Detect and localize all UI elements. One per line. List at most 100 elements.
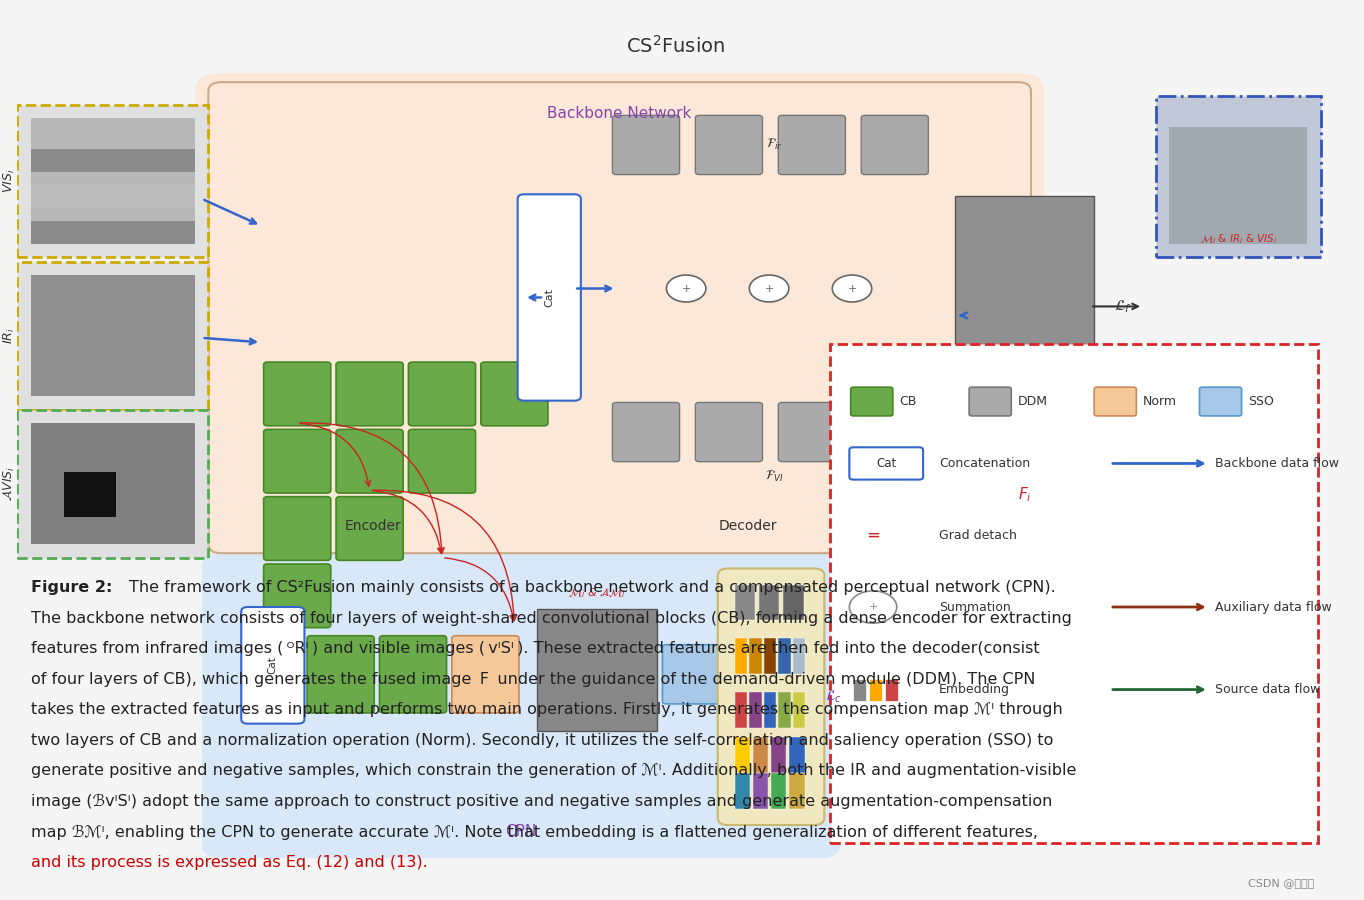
Text: Concatenation: Concatenation [938, 457, 1030, 470]
Text: of four layers of CB), which generates the fused image  F  under the guidance of: of four layers of CB), which generates t… [30, 671, 1035, 687]
FancyBboxPatch shape [451, 635, 518, 713]
Text: Decoder: Decoder [719, 519, 777, 534]
Text: image (ℬᴠᴵSᴵ) adopt the same approach to construct positive and negative samples: image (ℬᴠᴵSᴵ) adopt the same approach to… [30, 794, 1052, 809]
Text: Summation: Summation [938, 600, 1011, 614]
FancyBboxPatch shape [861, 402, 929, 462]
Text: $\mathcal{A}VIS_i$: $\mathcal{A}VIS_i$ [1, 466, 18, 501]
FancyBboxPatch shape [771, 737, 787, 773]
FancyBboxPatch shape [749, 638, 761, 674]
Circle shape [749, 275, 788, 302]
FancyBboxPatch shape [408, 429, 476, 493]
FancyBboxPatch shape [263, 564, 330, 627]
Text: +: + [847, 284, 857, 293]
FancyBboxPatch shape [379, 635, 446, 713]
FancyBboxPatch shape [854, 679, 866, 701]
Text: DDM: DDM [1018, 395, 1048, 408]
FancyBboxPatch shape [1199, 387, 1241, 416]
FancyBboxPatch shape [18, 262, 209, 410]
FancyBboxPatch shape [955, 196, 1094, 471]
Text: $F_i$: $F_i$ [1018, 485, 1031, 504]
FancyBboxPatch shape [696, 402, 762, 462]
FancyBboxPatch shape [518, 194, 581, 400]
Circle shape [667, 275, 707, 302]
Text: +: + [764, 284, 773, 293]
FancyBboxPatch shape [408, 362, 476, 426]
Text: Cat: Cat [876, 457, 896, 470]
Text: SSO: SSO [1248, 395, 1274, 408]
FancyBboxPatch shape [885, 679, 898, 701]
FancyBboxPatch shape [861, 115, 929, 175]
Text: Figure 2:: Figure 2: [30, 580, 117, 595]
FancyBboxPatch shape [307, 635, 374, 713]
Text: Source data flow: Source data flow [1215, 683, 1320, 696]
Text: Embedding: Embedding [938, 683, 1009, 696]
FancyBboxPatch shape [758, 585, 779, 620]
FancyBboxPatch shape [1157, 95, 1320, 257]
Text: Cat: Cat [267, 656, 278, 674]
Text: The backbone network consists of four layers of weight-shared convolutional bloc: The backbone network consists of four la… [30, 610, 1072, 626]
FancyBboxPatch shape [753, 737, 768, 773]
Text: Backbone data flow: Backbone data flow [1215, 457, 1339, 470]
FancyBboxPatch shape [735, 737, 750, 773]
FancyBboxPatch shape [869, 679, 883, 701]
FancyBboxPatch shape [696, 115, 762, 175]
FancyBboxPatch shape [717, 569, 824, 825]
Text: two layers of CB and a normalization operation (Norm). Secondly, it utilizes the: two layers of CB and a normalization ope… [30, 733, 1053, 748]
FancyBboxPatch shape [735, 585, 756, 620]
FancyBboxPatch shape [792, 692, 805, 728]
FancyBboxPatch shape [735, 638, 747, 674]
FancyBboxPatch shape [663, 644, 723, 704]
FancyBboxPatch shape [1169, 127, 1308, 244]
FancyBboxPatch shape [850, 447, 923, 480]
FancyBboxPatch shape [18, 104, 209, 257]
Text: $\mathcal{F}_{ir}$: $\mathcal{F}_{ir}$ [767, 138, 783, 152]
FancyBboxPatch shape [481, 362, 548, 426]
FancyBboxPatch shape [753, 773, 768, 809]
FancyBboxPatch shape [263, 429, 330, 493]
Text: map ℬℳᴵ, enabling the CPN to generate accurate ℳᴵ. Note that embedding is a flat: map ℬℳᴵ, enabling the CPN to generate ac… [30, 824, 1038, 840]
FancyBboxPatch shape [851, 387, 893, 416]
Text: Auxiliary data flow: Auxiliary data flow [1215, 600, 1333, 614]
FancyBboxPatch shape [263, 362, 330, 426]
Text: $IR_i$: $IR_i$ [3, 328, 18, 344]
FancyBboxPatch shape [336, 497, 404, 561]
FancyBboxPatch shape [241, 607, 304, 724]
FancyBboxPatch shape [202, 554, 840, 859]
FancyBboxPatch shape [749, 692, 761, 728]
FancyBboxPatch shape [764, 692, 776, 728]
FancyBboxPatch shape [779, 115, 846, 175]
Text: CSDN @图像强: CSDN @图像强 [1248, 878, 1314, 887]
FancyBboxPatch shape [30, 149, 195, 172]
FancyBboxPatch shape [970, 387, 1011, 416]
Text: $\mathcal{L}_c$: $\mathcal{L}_c$ [825, 688, 842, 705]
Text: CS$^2$Fusion: CS$^2$Fusion [626, 35, 726, 58]
FancyBboxPatch shape [30, 423, 195, 544]
Text: Backbone Network: Backbone Network [547, 106, 692, 121]
Text: $VIS_i$: $VIS_i$ [3, 168, 18, 194]
FancyBboxPatch shape [612, 402, 679, 462]
FancyBboxPatch shape [30, 118, 195, 244]
FancyBboxPatch shape [195, 73, 1045, 562]
FancyBboxPatch shape [537, 608, 657, 731]
FancyBboxPatch shape [336, 429, 404, 493]
FancyBboxPatch shape [18, 410, 209, 558]
Text: generate positive and negative samples, which constrain the generation of ℳᴵ. Ad: generate positive and negative samples, … [30, 763, 1076, 778]
Text: takes the extracted features as input and performs two main operations. Firstly,: takes the extracted features as input an… [30, 702, 1063, 717]
Text: $\mathcal{M}_i$ & $\mathcal{AM}_i$: $\mathcal{M}_i$ & $\mathcal{AM}_i$ [569, 587, 626, 600]
Text: $\mathcal{F}_{VI}$: $\mathcal{F}_{VI}$ [765, 470, 784, 484]
FancyBboxPatch shape [779, 692, 791, 728]
Text: $\mathcal{M}_i$ & $IR_i$ & $VIS_i$: $\mathcal{M}_i$ & $IR_i$ & $VIS_i$ [1200, 232, 1277, 246]
FancyBboxPatch shape [790, 737, 805, 773]
Text: Norm: Norm [1143, 395, 1177, 408]
FancyBboxPatch shape [30, 275, 195, 396]
Circle shape [832, 275, 872, 302]
Text: CB: CB [899, 395, 917, 408]
Text: Cat: Cat [544, 288, 554, 307]
Text: $\mathcal{L}_f$: $\mathcal{L}_f$ [1114, 298, 1132, 315]
FancyBboxPatch shape [764, 638, 776, 674]
FancyBboxPatch shape [771, 773, 787, 809]
FancyBboxPatch shape [1094, 387, 1136, 416]
Text: CPN: CPN [505, 824, 536, 839]
FancyBboxPatch shape [735, 773, 750, 809]
Text: features from infrared images ( ᴼRᴵ ) and visible images ( ᴠᴵSᴵ ). These extract: features from infrared images ( ᴼRᴵ ) an… [30, 641, 1039, 656]
